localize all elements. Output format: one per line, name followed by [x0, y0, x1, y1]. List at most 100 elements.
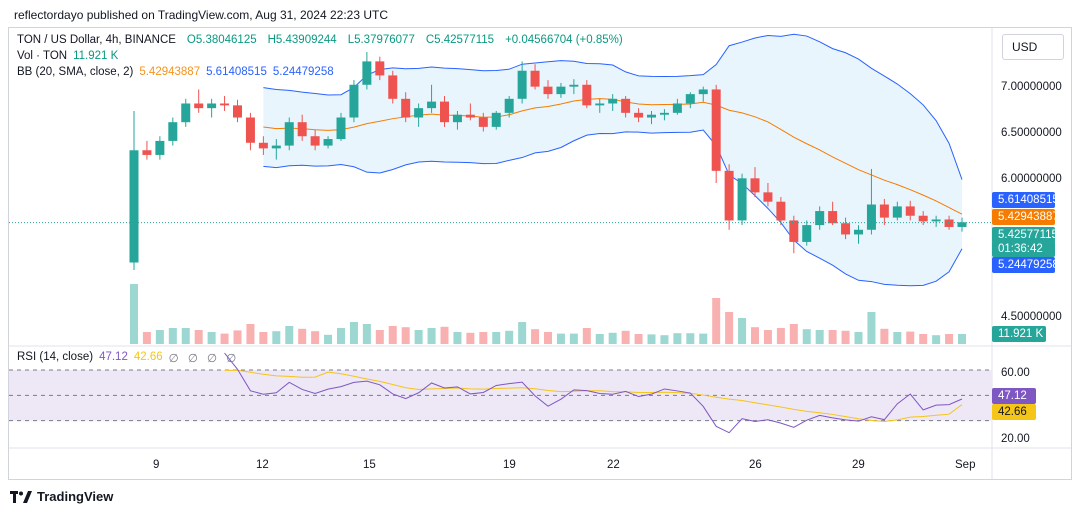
time-tick: 15	[363, 459, 376, 471]
candle-body	[957, 222, 967, 227]
volume-bar	[259, 332, 268, 344]
volume-bar	[505, 330, 514, 344]
candle-body	[440, 101, 449, 123]
volume-bar	[466, 332, 475, 344]
symbol-label[interactable]: TON / US Dollar, 4h, BINANCE	[17, 34, 176, 46]
candle-body	[944, 219, 954, 227]
chart-legend: TON / US Dollar, 4h, BINANCE O5.38046125…	[17, 32, 628, 80]
volume-bar	[362, 324, 371, 344]
volume-bar	[906, 331, 915, 344]
candle-body	[142, 150, 152, 155]
open-value: O5.38046125	[186, 34, 257, 46]
candle-body	[931, 219, 941, 222]
candle-body	[815, 211, 825, 226]
candle-body	[245, 117, 255, 143]
chart-canvas[interactable]	[9, 28, 1071, 479]
volume-bar	[130, 284, 138, 344]
candle-body	[672, 103, 682, 113]
volume-bar	[712, 298, 721, 344]
candle-body	[271, 145, 281, 149]
volume-bar	[324, 334, 333, 344]
candle-body	[918, 215, 928, 222]
volume-bar	[556, 333, 565, 344]
candle-body	[517, 70, 527, 99]
chart-frame[interactable]: TON / US Dollar, 4h, BINANCE O5.38046125…	[8, 27, 1072, 480]
candle-body	[866, 204, 876, 230]
volume-bar	[298, 328, 307, 344]
volume-bar	[621, 330, 630, 344]
volume-bar	[660, 335, 669, 344]
candle-body	[452, 114, 462, 123]
change-value: +0.04566704 (+0.85%)	[505, 34, 623, 46]
price-tick: 6.00000000	[1001, 173, 1062, 185]
volume-row: Vol · TON 11.921 K	[17, 48, 628, 64]
candle-body	[556, 86, 566, 95]
bb-basis-badge: 5.42943887	[992, 209, 1059, 225]
candle-body	[879, 204, 889, 218]
candle-body	[155, 140, 165, 155]
volume-bar	[207, 332, 216, 344]
candle-body	[168, 122, 178, 141]
time-tick: 19	[503, 459, 516, 471]
volume-bar	[531, 329, 540, 344]
candle-body	[905, 206, 915, 216]
rsi-tick: 60.00	[1001, 367, 1030, 379]
rsi-ma-value: 42.66	[133, 351, 163, 363]
time-tick: 26	[749, 459, 762, 471]
volume-bar	[168, 328, 177, 344]
bb-upper-badge: 5.61408515	[992, 192, 1059, 208]
candle-body	[491, 112, 501, 127]
candle-body	[478, 117, 488, 127]
volume-bar	[479, 332, 488, 344]
volume-bar	[544, 332, 552, 344]
candle-body	[258, 142, 268, 149]
bb-basis-value: 5.42943887	[139, 66, 201, 78]
volume-bar	[414, 330, 423, 344]
currency-selector[interactable]: USD	[1002, 34, 1064, 60]
price-tick: 6.50000000	[1001, 127, 1062, 139]
candle-body	[711, 89, 721, 171]
volume-bar	[155, 330, 164, 344]
volume-bar	[763, 330, 772, 344]
candle-body	[595, 103, 605, 106]
time-tick: 29	[852, 459, 865, 471]
volume-bar	[841, 330, 850, 344]
volume-bar	[789, 324, 798, 344]
bb-upper-value: 5.61408515	[206, 66, 267, 78]
time-tick: 22	[607, 459, 620, 471]
volume-bar	[181, 328, 190, 344]
candle-body	[892, 206, 902, 218]
candle-body	[323, 139, 333, 146]
candle-body	[336, 117, 346, 140]
candle-body	[582, 84, 592, 106]
volume-label[interactable]: Vol · TON	[17, 50, 68, 62]
volume-bar	[375, 330, 384, 344]
tradingview-logo[interactable]: TradingView	[10, 489, 113, 504]
volume-bar	[776, 328, 785, 344]
rsi-ma-line	[224, 369, 963, 422]
candle-body	[310, 136, 320, 146]
volume-bar	[518, 322, 527, 344]
candle-body	[854, 229, 863, 235]
volume-bar	[699, 333, 708, 344]
rsi-value: 47.12	[99, 351, 128, 363]
bb-lower-badge: 5.24479258	[992, 257, 1059, 273]
candle-body	[569, 84, 579, 87]
candle-body	[129, 150, 139, 263]
candle-body	[543, 86, 553, 95]
bb-label[interactable]: BB (20, SMA, close, 2)	[17, 66, 134, 78]
rsi-legend: RSI (14, close) 47.12 42.66 ∅ ∅ ∅ ∅	[17, 351, 239, 365]
volume-value: 11.921 K	[73, 50, 119, 62]
candle-body	[207, 103, 217, 109]
candle-body	[763, 192, 773, 202]
candle-body	[789, 220, 799, 242]
candle-body	[530, 70, 540, 87]
rsi-label[interactable]: RSI (14, close)	[17, 351, 94, 363]
volume-bar	[233, 330, 242, 344]
volume-bar	[932, 335, 941, 344]
volume-bar	[582, 328, 591, 344]
time-tick: 12	[256, 459, 269, 471]
bb-fill	[263, 34, 962, 286]
volume-bar	[738, 318, 747, 344]
candle-body	[724, 170, 734, 221]
